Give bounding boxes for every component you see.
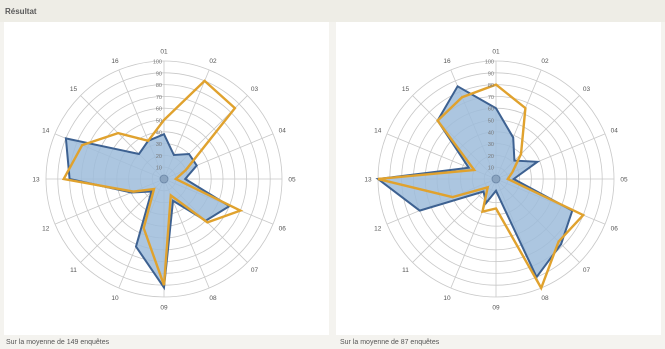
- caption-right: Sur la moyenne de 87 enquêtes: [340, 339, 440, 346]
- category-label: 13: [32, 177, 40, 184]
- category-label: 10: [443, 295, 451, 302]
- tick-label: 30: [488, 142, 494, 148]
- tick-label: 30: [156, 142, 162, 148]
- category-label: 02: [541, 58, 549, 65]
- category-label: 11: [70, 267, 77, 274]
- category-label: 15: [402, 86, 410, 93]
- tick-label: 20: [156, 154, 162, 160]
- tick-label: 10: [488, 166, 494, 172]
- category-label: 05: [288, 177, 296, 184]
- radar-chart-right: 10 20 30 40 50 60 70 80 90 100 01 02 03 04 05 06 07 08 09 1…: [364, 49, 628, 312]
- radar-chart-left: 10 20 30 40 50 60 70 80 90 100 01 02 03 04 05 06 07 08 09 1…: [32, 49, 296, 312]
- category-label: 02: [209, 58, 217, 65]
- category-label: 08: [541, 295, 549, 302]
- chart-panel-left: 10 20 30 40 50 60 70 80 90 100 01 02 03 04 05 06 07 08 09 1…: [4, 22, 329, 335]
- category-label: 05: [620, 177, 628, 184]
- category-label: 06: [279, 226, 287, 233]
- tick-label: 60: [156, 107, 162, 113]
- page-title: Résultat: [5, 7, 37, 16]
- tick-label: 10: [156, 166, 162, 172]
- category-label: 14: [42, 128, 50, 135]
- category-label: 12: [374, 226, 382, 233]
- category-label: 06: [611, 226, 619, 233]
- series-area: [375, 84, 574, 280]
- tick-label: 100: [485, 60, 494, 66]
- tick-label: 40: [488, 130, 494, 136]
- category-label: 03: [251, 86, 259, 93]
- category-label: 07: [583, 267, 591, 274]
- tick-label: 90: [488, 71, 494, 77]
- category-label: 03: [583, 86, 591, 93]
- category-label: 16: [443, 58, 451, 65]
- center-marker: [491, 174, 501, 184]
- category-label: 10: [111, 295, 119, 302]
- category-label: 01: [160, 49, 168, 56]
- category-label: 15: [70, 86, 78, 93]
- category-label: 11: [402, 267, 409, 274]
- center-marker: [159, 174, 169, 184]
- tick-label: 100: [153, 60, 162, 66]
- caption-left: Sur la moyenne de 149 enquêtes: [6, 339, 110, 346]
- tick-label: 60: [488, 107, 494, 113]
- category-label: 04: [279, 128, 287, 135]
- category-label: 13: [364, 177, 372, 184]
- tick-label: 70: [156, 95, 162, 101]
- category-label: 14: [374, 128, 382, 135]
- tick-label: 40: [156, 130, 162, 136]
- tick-label: 90: [156, 71, 162, 77]
- category-label: 09: [492, 305, 500, 312]
- tick-label: 70: [488, 95, 494, 101]
- series-outline: [377, 83, 586, 291]
- category-label: 04: [611, 128, 619, 135]
- tick-label: 50: [488, 119, 494, 125]
- tick-label: 20: [488, 154, 494, 160]
- category-label: 09: [160, 305, 168, 312]
- category-label: 16: [111, 58, 119, 65]
- tick-label: 80: [488, 83, 494, 89]
- category-label: 07: [251, 267, 259, 274]
- tick-label: 50: [156, 119, 162, 125]
- series-outline: [61, 79, 244, 286]
- chart-panel-right: 10 20 30 40 50 60 70 80 90 100 01 02 03 04 05 06 07 08 09 1…: [336, 22, 661, 335]
- category-label: 01: [492, 49, 500, 56]
- category-label: 12: [42, 226, 50, 233]
- category-label: 08: [209, 295, 217, 302]
- tick-label: 80: [156, 83, 162, 89]
- header-bar: Résultat: [0, 0, 665, 22]
